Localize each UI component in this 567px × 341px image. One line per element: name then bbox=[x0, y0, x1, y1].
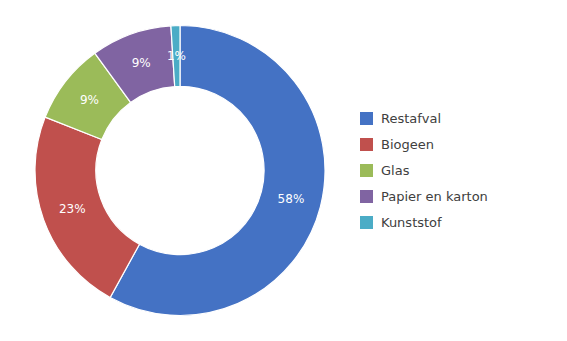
slice bbox=[35, 117, 139, 297]
slice bbox=[95, 26, 175, 103]
data-label: 9% bbox=[132, 56, 151, 70]
chart: 58% 23% 9% 9% 1% Restafval Biogeen Glas Papier e… bbox=[0, 0, 567, 341]
legend-swatch bbox=[360, 216, 373, 229]
legend-item: Glas bbox=[360, 163, 410, 178]
data-label: 58% bbox=[278, 192, 305, 206]
data-label: 1% bbox=[167, 49, 186, 63]
legend-item: Restafval bbox=[360, 111, 441, 126]
data-label: 9% bbox=[80, 93, 99, 107]
legend-label: Glas bbox=[381, 163, 410, 178]
legend-item: Biogeen bbox=[360, 137, 434, 152]
legend-item: Kunststof bbox=[360, 215, 442, 230]
legend-swatch bbox=[360, 138, 373, 151]
legend-label: Biogeen bbox=[381, 137, 434, 152]
slices bbox=[35, 25, 325, 315]
legend: Restafval Biogeen Glas Papier en karton Kuns… bbox=[360, 111, 488, 230]
slice bbox=[110, 26, 325, 316]
legend-label: Kunststof bbox=[381, 215, 442, 230]
legend-item: Papier en karton bbox=[360, 189, 488, 204]
data-label: 23% bbox=[59, 202, 86, 216]
legend-swatch bbox=[360, 112, 373, 125]
legend-label: Restafval bbox=[381, 111, 441, 126]
legend-label: Papier en karton bbox=[381, 189, 488, 204]
data-labels: 58% 23% 9% 9% 1% bbox=[59, 49, 304, 216]
legend-swatch bbox=[360, 164, 373, 177]
legend-swatch bbox=[360, 190, 373, 203]
